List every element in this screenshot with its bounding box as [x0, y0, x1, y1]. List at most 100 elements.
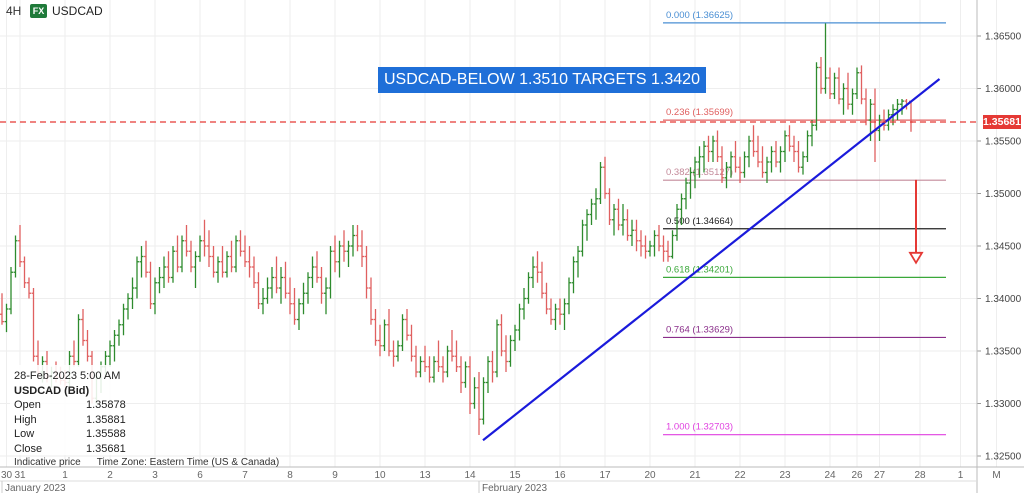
ohlc-bar — [828, 67, 832, 99]
ohlc-bar — [148, 261, 153, 309]
ohlc-bar — [742, 151, 747, 178]
ohlc-bar — [819, 57, 823, 94]
ohlc-bar — [841, 83, 846, 115]
ohlc-bar — [580, 219, 585, 257]
forecast-arrow-head-icon — [908, 251, 924, 265]
timeframe-label[interactable]: 4H — [6, 4, 22, 18]
ohlc-bar — [792, 135, 796, 162]
ohlc-bar — [252, 256, 256, 288]
ohlc-bar — [787, 125, 792, 152]
x-tick-label: 27 — [874, 470, 886, 481]
x-tick-label: 2 — [107, 470, 113, 481]
ohlc-bar — [342, 230, 346, 262]
ohlc-bar — [454, 340, 459, 372]
y-tick-label: 1.35000 — [985, 189, 1022, 200]
ohlc-bar — [657, 225, 661, 252]
x-tick-label: M — [992, 470, 1000, 481]
ohlc-bar — [360, 230, 364, 267]
ohlc-bar — [706, 135, 711, 162]
ohlc-bar — [814, 62, 819, 131]
ohlc-bar — [364, 246, 369, 299]
timezone-label[interactable]: Time Zone: Eastern Time (US & Canada) — [96, 457, 280, 468]
ohlc-bar — [283, 261, 288, 299]
ohlc-bar — [823, 23, 828, 94]
ohlc-bar — [382, 319, 387, 351]
ohlc-bar — [292, 288, 297, 325]
ohlc-bar — [715, 130, 720, 162]
annotation-title: USDCAD-BELOW 1.3510 TARGETS 1.3420 — [378, 67, 706, 93]
symbol-label[interactable]: USDCAD — [52, 4, 103, 18]
x-tick-label: 15 — [509, 470, 521, 481]
ohlc-bar — [756, 135, 760, 168]
ohlc-bar — [418, 356, 423, 378]
y-tick-label: 1.33000 — [985, 399, 1022, 410]
ohlc-bar — [684, 177, 688, 210]
ohlc-bar — [171, 246, 175, 283]
ohlc-bar — [274, 256, 279, 294]
info-label: High — [14, 413, 37, 426]
x-tick-label: 10 — [374, 470, 386, 481]
ohlc-bar — [720, 146, 724, 183]
ohlc-bar — [162, 256, 166, 288]
ohlc-bar — [882, 109, 886, 131]
ohlc-bar — [445, 345, 450, 378]
ohlc-bar — [616, 198, 621, 231]
ohlc-bar — [135, 256, 139, 299]
ohlc-bar — [531, 256, 535, 288]
chart-footer: Indicative price Time Zone: Eastern Time … — [14, 457, 295, 468]
ohlc-bar — [603, 156, 607, 199]
ohlc-bar — [562, 298, 567, 330]
info-row-high: High 1.35881 — [14, 413, 126, 428]
ohlc-bar — [909, 100, 913, 132]
ohlc-bar — [265, 277, 270, 304]
ohlc-bar — [724, 162, 729, 189]
ohlc-bar — [540, 261, 544, 299]
ohlc-bar — [157, 267, 162, 294]
ohlc-bar — [769, 146, 774, 173]
ohlc-bar — [144, 240, 148, 278]
ohlc-bar — [180, 235, 184, 273]
ohlc-bar — [72, 340, 76, 367]
ohlc-bar — [459, 356, 463, 393]
current-price-tag: 1.35681 — [983, 115, 1021, 129]
ohlc-bar — [288, 277, 292, 315]
x-tick-label: 16 — [554, 470, 566, 481]
ohlc-bar — [126, 293, 130, 320]
ohlc-bar — [441, 356, 445, 383]
ohlc-bar — [351, 225, 355, 257]
ohlc-bar — [711, 135, 715, 162]
ohlc-bar — [436, 340, 441, 372]
ohlc-bar — [513, 324, 517, 351]
fib-level-label: 0.236 (1.35699) — [666, 107, 733, 118]
ohlc-bar — [328, 246, 333, 299]
ohlc-bar — [193, 251, 198, 288]
x-tick-label: 14 — [464, 470, 476, 481]
ohlc-bar — [544, 282, 549, 315]
ohlc-bar — [81, 309, 85, 346]
ohlc-bar — [675, 204, 679, 241]
fib-level-label: 1.000 (1.32703) — [666, 422, 733, 433]
ohlc-bar — [760, 146, 765, 178]
info-panel-backdrop — [10, 365, 122, 455]
ohlc-bar — [832, 72, 837, 99]
ohlc-bar — [9, 267, 13, 315]
ohlc-bar — [837, 67, 841, 105]
ohlc-bar — [256, 272, 261, 309]
ohlc-bar — [22, 256, 27, 288]
fib-level-label: 0.000 (1.36625) — [666, 10, 733, 21]
ohlc-bar — [229, 240, 234, 273]
ohlc-bar — [481, 377, 486, 425]
info-row-open: Open 1.35878 — [14, 398, 126, 413]
ohlc-bar — [567, 277, 571, 315]
ohlc-bar — [585, 209, 589, 241]
ohlc-bar — [463, 361, 468, 388]
indicative-price-label: Indicative price — [14, 457, 81, 468]
info-value: 1.35588 — [86, 428, 126, 440]
ohlc-bar — [247, 246, 252, 278]
info-row-close: Close 1.35681 — [14, 442, 126, 457]
ohlc-bar — [648, 240, 652, 257]
ohlc-bar — [117, 319, 121, 346]
ohlc-bar — [108, 340, 112, 367]
ohlc-bar — [130, 277, 135, 309]
